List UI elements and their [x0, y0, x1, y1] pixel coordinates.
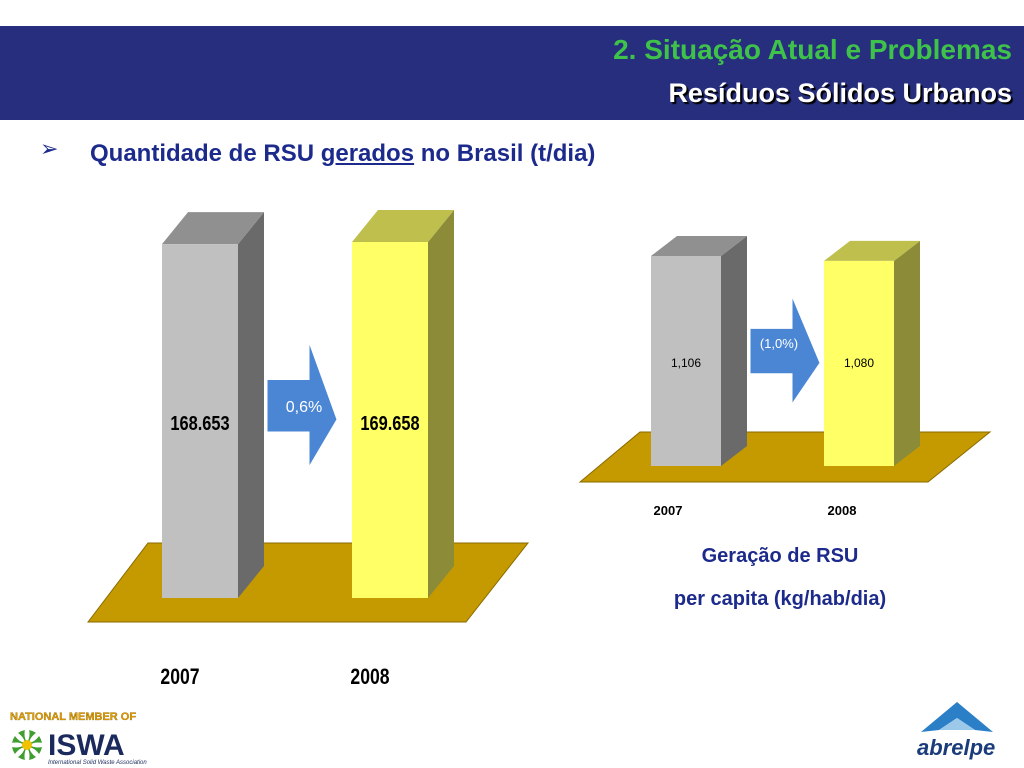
data-label-2007: 168.653	[170, 411, 229, 434]
growth-arrow-icon	[266, 341, 338, 469]
iswa-logo-sub-text: International Solid Waste Association	[48, 760, 147, 766]
bullet-arrow-icon: ➢	[40, 137, 59, 162]
caption-line1: Geração de RSU	[701, 545, 859, 567]
abrelpe-logo: abrelpe	[917, 702, 995, 760]
bar-side-2008	[428, 210, 454, 598]
tick-label-2008: 2008	[828, 503, 857, 518]
heading-text-after: no Brasil (t/dia)	[414, 140, 596, 167]
bar-side-2008	[894, 240, 920, 466]
header-banner: 2. Situação Atual e Problemas Resíduos S…	[0, 26, 1024, 120]
heading-text-underlined: gerados	[320, 140, 415, 167]
iswa-logo-top-text: NATIONAL MEMBER OF	[10, 711, 136, 723]
bar-side-2007	[721, 236, 747, 466]
daisy-icon	[9, 727, 45, 763]
chart-1: 168.653 2007 169.658 2008 0,6%	[86, 210, 530, 690]
abrelpe-triangle-icon	[921, 702, 993, 732]
growth-annotation: (1,0%)	[760, 336, 798, 351]
data-label-2007: 1,106	[671, 356, 701, 370]
growth-annotation: 0,6%	[286, 399, 322, 416]
bar-top-2007	[651, 236, 747, 256]
bar-2007	[651, 256, 721, 466]
bar-top-2008	[352, 210, 454, 242]
abrelpe-logo-text: abrelpe	[917, 735, 995, 760]
bar-top-2007	[162, 212, 264, 245]
tick-label-2008: 2008	[350, 665, 389, 689]
bar-2008	[824, 260, 894, 466]
tick-label-2007: 2007	[654, 503, 683, 518]
bar-top-2008	[824, 240, 920, 261]
data-label-2008: 169.658	[360, 411, 419, 434]
slide-title: 2. Situação Atual e Problemas	[613, 34, 1012, 65]
bar-2008	[352, 242, 428, 598]
iswa-logo-main-text: ISWA	[48, 729, 125, 762]
growth-arrow-icon	[749, 295, 821, 406]
caption-line2: per capita (kg/hab/dia)	[673, 588, 887, 610]
chart-floor	[578, 431, 992, 483]
chart-2: 1,106 2007 1,080 2008 (1,0%)	[578, 236, 992, 518]
bar-side-2007	[238, 212, 264, 598]
tick-label-2007: 2007	[160, 665, 199, 689]
data-label-2008: 1,080	[844, 356, 874, 370]
bar-2007	[162, 244, 238, 598]
heading-text-before: Quantidade de RSU	[90, 140, 321, 167]
slide-subtitle: Resíduos Sólidos Urbanos	[668, 78, 1012, 108]
chart-floor	[86, 542, 530, 623]
section-heading: Quantidade de RSU gerados no Brasil (t/d…	[90, 140, 595, 168]
iswa-logo: NATIONAL MEMBER OF ISWA International So…	[9, 711, 147, 766]
